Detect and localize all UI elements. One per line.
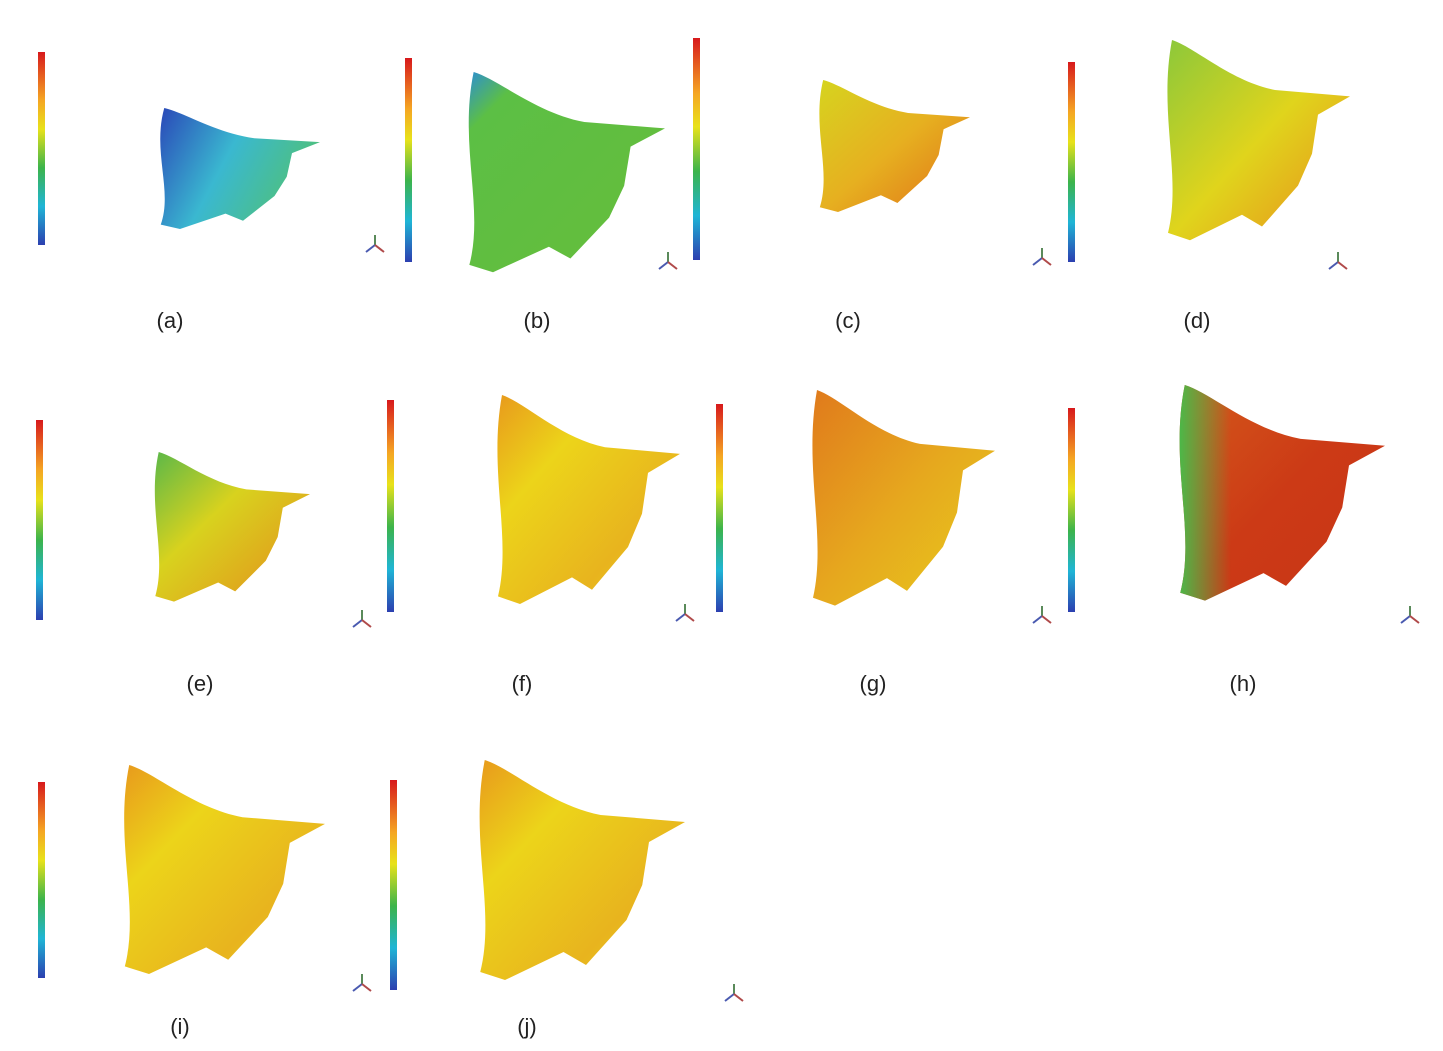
panel-label: (i) [170, 1014, 190, 1039]
panel-label: (a) [157, 308, 184, 333]
panel-label: (g) [860, 671, 887, 696]
panel-label: (e) [187, 671, 214, 696]
panel-label: (b) [524, 308, 551, 333]
panel-label: (h) [1230, 671, 1257, 696]
contour-shapes [124, 40, 1385, 980]
panel-labels: (a) (b) (c) (d) (e) (f) (g) (h) (i) (j) [157, 308, 1257, 1039]
panel-label: (j) [517, 1014, 537, 1039]
panel-label: (c) [835, 308, 861, 333]
panel-label: (d) [1184, 308, 1211, 333]
panel-label: (f) [512, 671, 533, 696]
figure: (a) (b) (c) (d) (e) (f) (g) (h) (i) (j) [0, 0, 1443, 1046]
